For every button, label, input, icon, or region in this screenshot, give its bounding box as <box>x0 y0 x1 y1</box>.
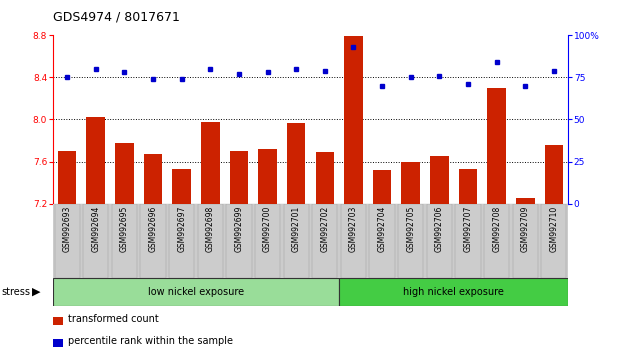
Bar <box>83 204 108 278</box>
Text: GSM992701: GSM992701 <box>292 206 301 252</box>
Bar <box>542 204 566 278</box>
Text: GSM992707: GSM992707 <box>463 206 473 252</box>
Bar <box>284 204 309 278</box>
Bar <box>373 170 391 204</box>
Text: GSM992700: GSM992700 <box>263 206 272 252</box>
Bar <box>430 156 448 204</box>
Bar <box>55 204 79 278</box>
Bar <box>197 204 223 278</box>
Text: GDS4974 / 8017671: GDS4974 / 8017671 <box>53 11 179 24</box>
Text: high nickel exposure: high nickel exposure <box>403 287 504 297</box>
Bar <box>230 151 248 204</box>
Text: transformed count: transformed count <box>68 314 159 324</box>
Bar <box>201 121 220 204</box>
Bar <box>513 204 538 278</box>
Bar <box>143 154 162 204</box>
Bar <box>344 36 363 204</box>
Text: GSM992709: GSM992709 <box>521 206 530 252</box>
Bar <box>258 149 277 204</box>
Bar <box>369 204 395 278</box>
Text: GSM992710: GSM992710 <box>550 206 558 252</box>
Bar <box>115 143 134 204</box>
Bar <box>315 152 334 204</box>
Text: GSM992706: GSM992706 <box>435 206 444 252</box>
Bar <box>169 204 194 278</box>
Text: low nickel exposure: low nickel exposure <box>148 287 244 297</box>
Bar <box>226 204 252 278</box>
Bar <box>312 204 337 278</box>
Bar <box>516 198 535 204</box>
Text: GSM992694: GSM992694 <box>91 206 100 252</box>
Text: GSM992699: GSM992699 <box>234 206 243 252</box>
Text: GSM992702: GSM992702 <box>320 206 329 252</box>
Bar <box>339 278 568 306</box>
Text: GSM992704: GSM992704 <box>378 206 387 252</box>
Bar <box>173 169 191 204</box>
Bar <box>455 204 481 278</box>
Bar <box>341 204 366 278</box>
Bar <box>86 118 105 204</box>
Bar <box>487 88 506 204</box>
Bar <box>58 151 76 204</box>
Bar <box>401 161 420 204</box>
Bar <box>484 204 509 278</box>
Text: GSM992696: GSM992696 <box>148 206 158 252</box>
Text: GSM992697: GSM992697 <box>177 206 186 252</box>
Text: ▶: ▶ <box>32 287 41 297</box>
Bar <box>112 204 137 278</box>
Text: percentile rank within the sample: percentile rank within the sample <box>68 336 233 346</box>
Bar <box>287 122 306 204</box>
Text: stress: stress <box>1 287 30 297</box>
Text: GSM992708: GSM992708 <box>492 206 501 252</box>
Bar <box>53 339 63 347</box>
Text: GSM992698: GSM992698 <box>206 206 215 252</box>
Bar <box>427 204 452 278</box>
Bar <box>53 317 63 325</box>
Text: GSM992703: GSM992703 <box>349 206 358 252</box>
Text: GSM992705: GSM992705 <box>406 206 415 252</box>
Bar <box>398 204 424 278</box>
Text: GSM992693: GSM992693 <box>63 206 71 252</box>
Bar <box>255 204 280 278</box>
Bar <box>459 169 478 204</box>
Text: GSM992695: GSM992695 <box>120 206 129 252</box>
Bar <box>53 278 339 306</box>
Bar <box>545 145 563 204</box>
Bar <box>140 204 166 278</box>
